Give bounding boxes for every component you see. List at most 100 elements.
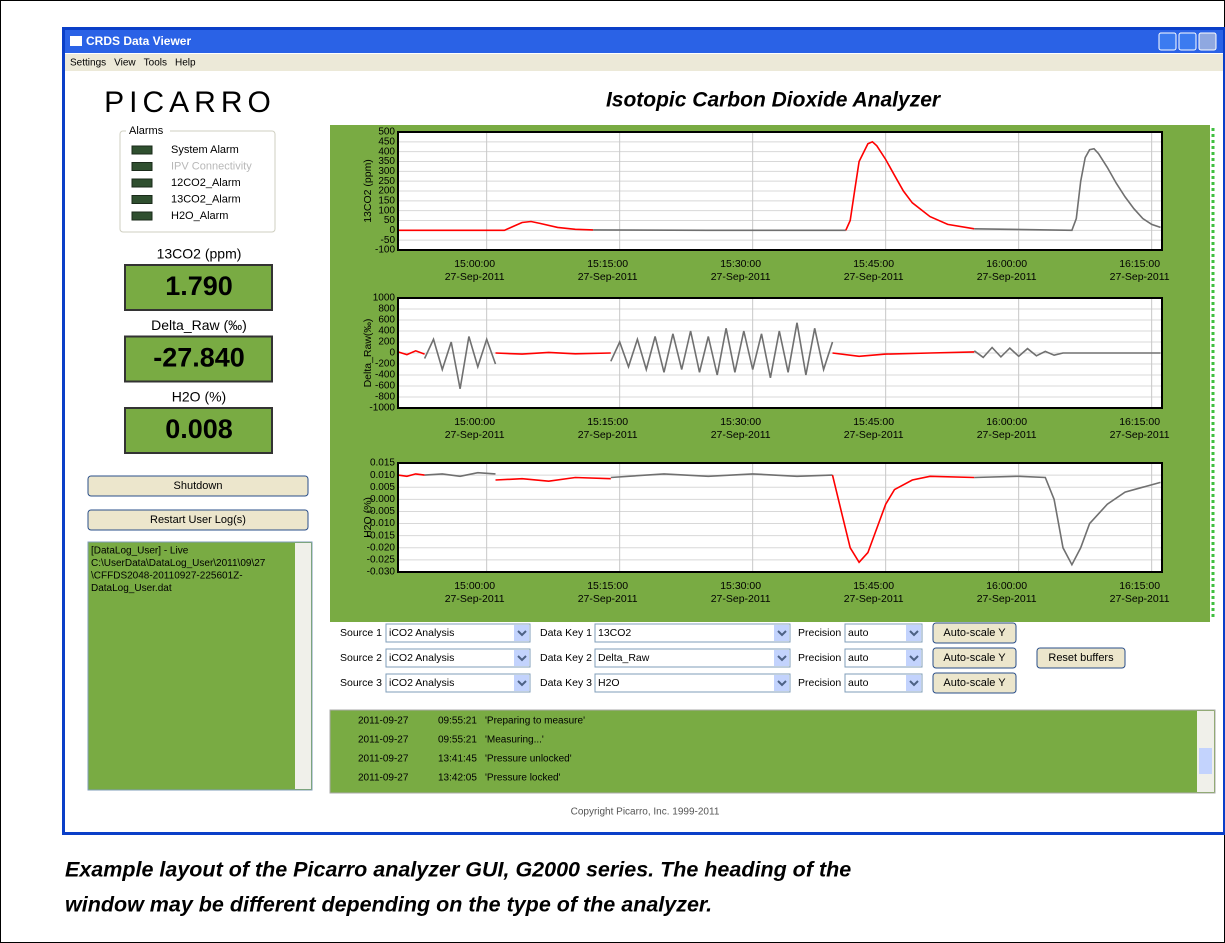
y-axis-label: 13CO2 (ppm)	[362, 159, 374, 223]
y-tick-label: 300	[378, 166, 395, 177]
y-tick-label: 150	[378, 195, 395, 206]
button-label[interactable]: Restart User Log(s)	[150, 514, 246, 526]
precision-label: Precision	[798, 652, 841, 664]
dropdown-arrow[interactable]	[514, 650, 529, 666]
minimize-button[interactable]	[1158, 32, 1177, 51]
trace	[610, 322, 834, 378]
event-log-cell: 09:55:21	[438, 716, 477, 727]
button[interactable]	[87, 509, 309, 531]
trace	[495, 476, 611, 483]
button-label[interactable]: Auto-scale Y	[943, 627, 1006, 639]
y-tick-label: 800	[378, 304, 395, 315]
dropdown[interactable]	[594, 673, 791, 693]
title-bar	[65, 30, 1223, 53]
dropdown[interactable]	[844, 623, 923, 643]
dropdown-value[interactable]: iCO2 Analysis	[389, 627, 454, 639]
dropdown-arrow[interactable]	[906, 625, 921, 641]
dropdown-value[interactable]: Delta_Raw	[598, 652, 650, 664]
dropdown[interactable]	[844, 673, 923, 693]
x-tick-date: 27-Sep-2011	[1110, 593, 1170, 605]
x-tick-date: 27-Sep-2011	[578, 271, 638, 283]
button[interactable]	[932, 622, 1017, 644]
menu-item[interactable]: Tools	[144, 58, 167, 69]
dropdown[interactable]	[594, 623, 791, 643]
menu-item[interactable]: Help	[175, 58, 196, 69]
readout-label: Delta_Raw (‰)	[151, 317, 247, 333]
y-tick-label: 350	[378, 156, 395, 167]
menu-item[interactable]: View	[114, 58, 136, 69]
y-tick-label: -100	[375, 245, 395, 256]
x-tick-label: 15:45:00	[853, 258, 894, 270]
plot-frame	[397, 462, 1163, 573]
dropdown[interactable]	[385, 648, 531, 668]
event-log-cell: 'Pressure unlocked'	[485, 754, 572, 765]
y-tick-label: 1000	[373, 293, 396, 304]
dropdown-arrow[interactable]	[906, 650, 921, 666]
button-label[interactable]: Reset buffers	[1048, 652, 1114, 664]
trace	[845, 140, 975, 231]
y-tick-label: 450	[378, 136, 395, 147]
dropdown-value[interactable]: H2O	[598, 677, 620, 689]
button-label[interactable]: Auto-scale Y	[943, 652, 1006, 664]
menu-item[interactable]: Settings	[70, 58, 106, 69]
event-log-cell: 09:55:21	[438, 735, 477, 746]
x-tick-label: 15:30:00	[720, 580, 761, 592]
dropdown-arrow[interactable]	[906, 675, 921, 691]
maximize-button[interactable]	[1178, 32, 1197, 51]
x-tick-label: 15:30:00	[720, 416, 761, 428]
dropdown-arrow[interactable]	[514, 675, 529, 691]
dropdown-arrow[interactable]	[514, 625, 529, 641]
dropdown-arrow-glyph	[777, 680, 787, 687]
readout-value: 0.008	[165, 414, 233, 444]
button[interactable]	[87, 475, 309, 497]
precision-label: Precision	[798, 627, 841, 639]
x-tick-label: 15:45:00	[853, 416, 894, 428]
dropdown-value[interactable]: iCO2 Analysis	[389, 652, 454, 664]
button[interactable]	[932, 647, 1017, 669]
trace	[832, 351, 975, 358]
x-tick-label: 15:15:00	[587, 258, 628, 270]
dropdown[interactable]	[385, 673, 531, 693]
trace	[973, 346, 1161, 359]
dropdown-value[interactable]: iCO2 Analysis	[389, 677, 454, 689]
y-tick-label: 0.000	[370, 494, 395, 505]
dropdown-arrow[interactable]	[774, 650, 789, 666]
close-button[interactable]	[1198, 32, 1217, 51]
scrollbar[interactable]	[295, 543, 311, 789]
x-tick-date: 27-Sep-2011	[977, 271, 1037, 283]
dropdown-value[interactable]: auto	[848, 627, 869, 639]
button[interactable]	[1036, 647, 1126, 669]
x-tick-date: 27-Sep-2011	[445, 593, 505, 605]
x-tick-date: 27-Sep-2011	[445, 429, 505, 441]
alarms-box	[119, 130, 276, 233]
x-tick-date: 27-Sep-2011	[578, 429, 638, 441]
button-label[interactable]: Auto-scale Y	[943, 677, 1006, 689]
dropdown-value[interactable]: auto	[848, 652, 869, 664]
button-label[interactable]: Shutdown	[174, 480, 223, 492]
x-tick-label: 16:15:00	[1119, 416, 1160, 428]
x-tick-date: 27-Sep-2011	[977, 429, 1037, 441]
scroll-thumb[interactable]	[1199, 748, 1212, 774]
dropdown[interactable]	[594, 648, 791, 668]
x-tick-date: 27-Sep-2011	[844, 271, 904, 283]
button[interactable]	[932, 672, 1017, 694]
event-log-cell: 13:42:05	[438, 773, 477, 784]
y-axis-label: H2O (%)	[362, 497, 374, 538]
dropdown-arrow[interactable]	[774, 625, 789, 641]
trace	[398, 220, 594, 232]
dropdown-arrow-glyph	[777, 655, 787, 662]
y-tick-label: 100	[378, 205, 395, 216]
log-line: [DataLog_User] - Live	[91, 546, 189, 557]
key-label: Data Key 1	[540, 627, 592, 639]
trace	[974, 147, 1161, 232]
dropdown[interactable]	[844, 648, 923, 668]
y-tick-label: -600	[375, 381, 395, 392]
dropdown-value[interactable]: auto	[848, 677, 869, 689]
trace	[397, 349, 425, 356]
dropdown-arrow[interactable]	[774, 675, 789, 691]
dropdown-value[interactable]: 13CO2	[598, 627, 631, 639]
readout-value: 1.790	[165, 271, 233, 301]
dropdown[interactable]	[385, 623, 531, 643]
trace	[610, 473, 833, 479]
